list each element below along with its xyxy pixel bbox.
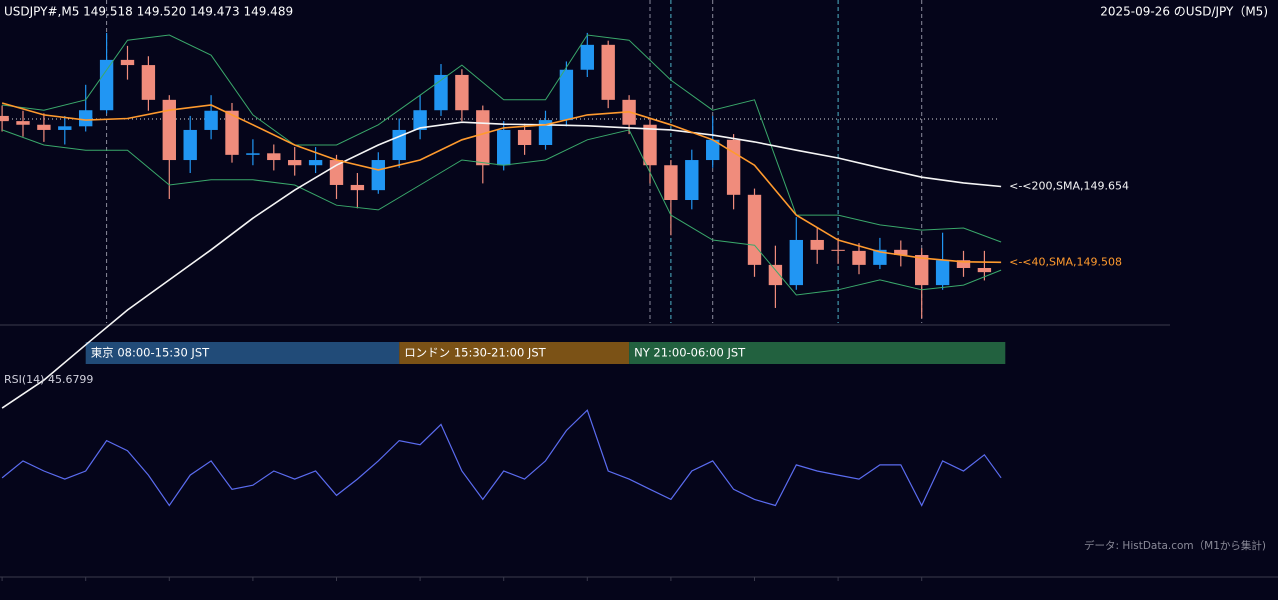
candle-body <box>873 249 887 265</box>
candle-body <box>538 120 553 145</box>
candle-body <box>894 249 908 256</box>
indicator-line <box>1 102 1002 264</box>
candle-body <box>183 129 197 161</box>
candle-body <box>685 160 699 201</box>
candle-body <box>559 69 574 121</box>
candle-body <box>810 239 824 250</box>
candle-body <box>643 124 657 166</box>
candle-body <box>225 110 239 155</box>
marks-layer <box>0 32 992 319</box>
candle-body <box>789 239 803 286</box>
rsi-title: RSI(14) 45.6799 <box>4 373 93 386</box>
candle-body <box>768 264 783 286</box>
indicator-line <box>1 121 1002 409</box>
candle-body <box>58 126 72 130</box>
indicator-line <box>1 129 1002 296</box>
session-band <box>629 342 1006 364</box>
candle-body <box>308 160 323 166</box>
session-band <box>85 342 400 364</box>
candle-body <box>497 129 511 166</box>
candle-body <box>747 194 762 265</box>
candle-body <box>977 267 992 273</box>
candle-body <box>455 74 469 111</box>
chart-subtitle: 2025-09-26 のUSD/JPY（M5) <box>1100 5 1268 19</box>
candle-body <box>517 129 532 145</box>
source-note: データ: HistData.com（M1から集計) <box>1084 539 1266 552</box>
candle-body <box>434 74 448 111</box>
candle-body <box>162 99 176 161</box>
session-label: NY 21:00-06:00 JST <box>634 346 746 360</box>
candle-body <box>580 44 594 70</box>
candle-body <box>99 59 114 111</box>
lines-layer <box>1 34 1002 507</box>
candle-body <box>726 139 741 195</box>
candle-body <box>267 153 281 161</box>
session-label: ロンドン 15:30-21:00 JST <box>404 346 546 360</box>
session-band <box>399 342 630 364</box>
candle-body <box>16 121 30 125</box>
candle-body <box>371 160 385 191</box>
candle-body <box>664 165 678 201</box>
indicator-line <box>2 34 1002 243</box>
candle-body <box>413 110 427 130</box>
chart-title: USDJPY#,M5 149.518 149.520 149.473 149.4… <box>4 5 293 19</box>
line-annotation: <-<200,SMA,149.654 <box>1009 180 1129 193</box>
candle-body <box>915 255 929 286</box>
candle-body <box>0 115 9 122</box>
candle-body <box>141 65 156 100</box>
candle-body <box>706 139 720 161</box>
line-annotation: <-<40,SMA,149.508 <box>1009 255 1122 268</box>
candle-body <box>350 184 365 191</box>
candle-body <box>601 44 615 100</box>
candle-body <box>79 110 93 127</box>
candle-body <box>935 260 950 286</box>
candle-body <box>246 153 260 155</box>
candle-body <box>956 260 971 268</box>
grid-layer <box>0 0 1006 581</box>
candle-body <box>476 110 490 166</box>
candle-body <box>120 59 135 66</box>
rsi-line <box>1 409 1002 507</box>
candle-body <box>831 249 845 251</box>
candle-body <box>288 160 302 166</box>
candle-body <box>204 110 218 130</box>
text-layer: USDJPY#,M5 149.518 149.520 149.473 149.4… <box>4 5 1268 553</box>
candle-body <box>37 124 51 130</box>
candle-body <box>852 250 866 265</box>
session-label: 東京 08:00-15:30 JST <box>91 346 210 360</box>
